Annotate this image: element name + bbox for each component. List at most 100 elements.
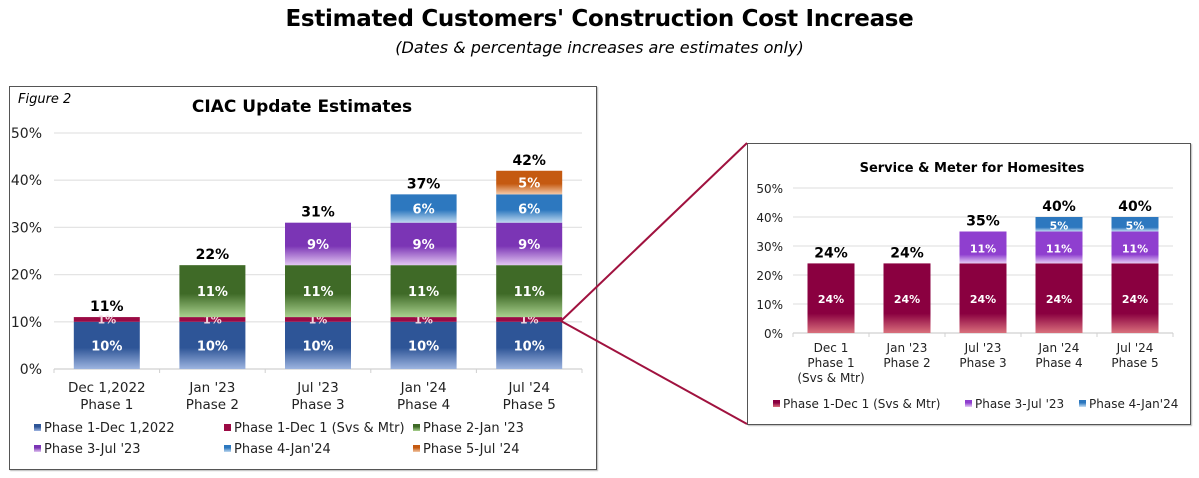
segment-label: 11%: [197, 285, 228, 300]
bar-segment: [73, 321, 140, 369]
segment-label: 11%: [1046, 242, 1072, 255]
segment-label: 6%: [518, 203, 540, 218]
x-category-label: Dec 1: [814, 341, 849, 355]
x-category-label: Jul '23: [296, 380, 338, 396]
x-category-label: Phase 5: [1111, 356, 1158, 370]
chart-title: Service & Meter for Homesites: [860, 161, 1085, 176]
bar-segment: [390, 321, 457, 369]
callout-line-top: [560, 142, 748, 322]
x-category-label: Phase 4: [1035, 356, 1082, 370]
x-category-label: Phase 5: [503, 397, 556, 413]
service-meter-chart: Service & Meter for Homesites 0% 10% 20% 30…: [756, 161, 1178, 411]
legend-label: Phase 1-Dec 1 (Svs & Mtr): [234, 421, 405, 436]
segment-label: 9%: [518, 238, 540, 253]
y-tick-label: 0%: [20, 362, 42, 378]
legend-label: Phase 4-Jan'24: [234, 442, 331, 457]
legend-label: Phase 2-Jan '23: [423, 421, 524, 436]
legend-label: Phase 3-Jul '23: [975, 397, 1064, 411]
ciac-update-chart: Figure 2 CIAC Update Estimates 0% 10% 20% 3…: [11, 92, 583, 457]
legend-label: Phase 3-Jul '23: [44, 442, 141, 457]
legend-swatch: [413, 445, 420, 452]
x-category-label: Phase 2: [883, 356, 930, 370]
total-label: 35%: [966, 214, 1000, 230]
bar-segment: [390, 194, 457, 223]
bar-segment: [179, 317, 246, 322]
segment-label: 10%: [197, 339, 228, 354]
bar-segment: [807, 263, 855, 333]
bar-segment: [959, 263, 1007, 333]
bar-segment: [179, 321, 246, 369]
y-tick-label: 50%: [756, 182, 783, 196]
legend-swatch: [773, 400, 780, 407]
x-category-label: Phase 3: [959, 356, 1006, 370]
x-category-label: Jul '23: [964, 341, 1002, 355]
bar-segment: [390, 222, 457, 266]
bar-segment: [179, 265, 246, 318]
total-label: 24%: [814, 245, 848, 261]
page-title: Estimated Customers' Construction Cost I…: [285, 6, 914, 32]
total-label: 42%: [512, 153, 546, 169]
segment-label: 10%: [408, 339, 439, 354]
legend-swatch: [224, 424, 231, 431]
segment-label: 10%: [91, 339, 122, 354]
segment-label: 5%: [518, 177, 540, 192]
total-label: 37%: [407, 176, 441, 192]
legend-swatch: [1079, 400, 1086, 407]
total-label: 22%: [196, 247, 230, 263]
segment-label: 6%: [413, 203, 435, 218]
y-tick-label: 20%: [756, 269, 783, 283]
x-category-label: (Svs & Mtr): [797, 371, 864, 385]
x-category-label: Phase 3: [291, 397, 344, 413]
y-tick-label: 40%: [756, 211, 783, 225]
bar-segment: [496, 321, 563, 369]
x-category-label: Jan '23: [886, 341, 928, 355]
legend-swatch: [34, 424, 41, 431]
y-tick-label: 20%: [11, 268, 42, 284]
bar-segment: [496, 170, 563, 195]
bar-segment: [1035, 263, 1083, 333]
segment-label: 5%: [1126, 219, 1145, 232]
bar-segment: [496, 317, 563, 322]
legend-swatch: [413, 424, 420, 431]
bar-segment: [285, 321, 351, 369]
bar-segment: [390, 265, 457, 318]
segment-label: 9%: [307, 238, 329, 253]
total-label: 11%: [90, 299, 124, 315]
y-tick-label: 40%: [11, 173, 42, 189]
segment-label: 11%: [970, 242, 996, 255]
bar-segment: [1035, 217, 1083, 232]
segment-label: 9%: [413, 238, 435, 253]
legend-label: Phase 5-Jul '24: [423, 442, 520, 457]
segment-label: 10%: [302, 339, 333, 354]
segment-label: 11%: [1122, 242, 1148, 255]
x-category-label: Phase 4: [397, 397, 450, 413]
chart-title: CIAC Update Estimates: [192, 97, 412, 117]
bar-segment: [496, 265, 563, 318]
segment-label: 11%: [302, 285, 333, 300]
legend-swatch: [34, 445, 41, 452]
callout-connector: [560, 142, 748, 425]
segment-label: 24%: [818, 293, 844, 306]
bar-segment: [390, 317, 457, 322]
bar-segment: [285, 222, 351, 266]
legend-label: Phase 1-Dec 1 (Svs & Mtr): [783, 397, 940, 411]
x-category-label: Phase 2: [186, 397, 239, 413]
x-category-label: Jul '24: [1116, 341, 1154, 355]
figure-label: Figure 2: [18, 92, 71, 107]
bar-segment: [73, 317, 140, 322]
total-label: 24%: [890, 245, 924, 261]
segment-label: 10%: [514, 339, 545, 354]
x-category-label: Jan '23: [188, 380, 235, 396]
bar-segment: [285, 317, 351, 322]
y-tick-label: 10%: [11, 315, 42, 331]
segment-label: 24%: [894, 293, 920, 306]
legend-swatch: [965, 400, 972, 407]
x-category-label: Jul '24: [507, 380, 549, 396]
callout-line-bottom: [560, 320, 748, 425]
bar-segment: [1111, 217, 1159, 232]
segment-label: 24%: [1122, 293, 1148, 306]
total-label: 40%: [1118, 199, 1152, 215]
x-category-label: Jan '24: [1038, 341, 1080, 355]
bar-segment: [1035, 231, 1083, 264]
total-label: 31%: [301, 205, 335, 221]
